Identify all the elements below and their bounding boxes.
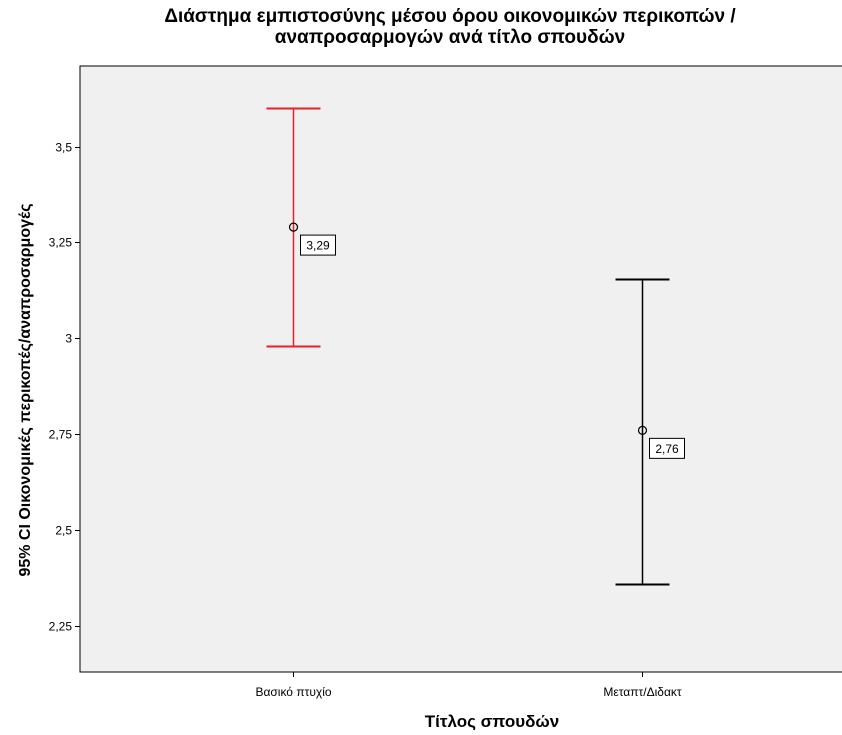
chart-title: Διάστημα εμπιστοσύνης μέσου όρου οικονομ… <box>164 6 736 48</box>
plot-area <box>79 65 842 673</box>
y-tick-label: 3,25 <box>49 236 73 250</box>
data-label-box-0 <box>300 234 336 256</box>
y-tick-label: 3,5 <box>55 141 72 155</box>
x-tick-label: Βασικό πτυχίο <box>255 685 331 699</box>
data-label-0: 3,29 <box>306 239 330 253</box>
mean-point-1 <box>637 425 648 435</box>
y-tick-label: 2,25 <box>49 620 73 634</box>
y-tick-label: 2,75 <box>49 428 73 442</box>
data-label-1: 2,76 <box>655 442 679 456</box>
y-tick-label: 2,5 <box>55 524 72 538</box>
x-tick-label: Μεταπτ/Διδακτ <box>603 685 682 699</box>
mean-point-0 <box>288 222 299 232</box>
y-tick-label: 3 <box>65 332 72 346</box>
data-label-box-1 <box>649 437 685 459</box>
y-axis-label: 95% CI Οικονομικές περικοπές/αναπροσαρμο… <box>17 203 34 577</box>
x-axis-label: Τίτλος σπουδών <box>424 712 560 731</box>
